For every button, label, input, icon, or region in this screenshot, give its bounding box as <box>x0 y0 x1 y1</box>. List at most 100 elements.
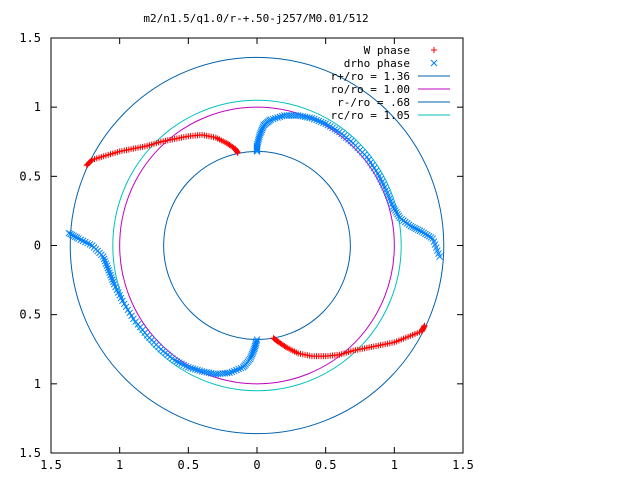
chart-title: m2/n1.5/q1.0/r-+.50-j257/M0.01/512 <box>143 12 368 25</box>
drho-phase-point <box>173 358 181 365</box>
drho-phase-point <box>120 300 128 308</box>
circle-ro/ro = 1.00 <box>119 106 395 385</box>
drho-phase-point <box>310 115 318 123</box>
drho-phase-point <box>119 297 126 305</box>
drho-phase-point <box>324 121 332 129</box>
circle-r+/ro = 1.36 <box>69 56 445 435</box>
drho-phase-point <box>187 364 194 372</box>
drho-phase-point <box>124 306 132 314</box>
y-tick-label: 1.5 <box>19 31 41 45</box>
drho-phase-point <box>276 113 284 121</box>
drho-phase-point <box>226 369 233 377</box>
y-tick-label: 0.5 <box>19 308 41 322</box>
drho-phase-point <box>315 117 323 125</box>
drho-phase-point <box>237 364 245 372</box>
legend-label: r+/ro = 1.36 <box>331 70 410 83</box>
reference-circles <box>69 56 445 435</box>
drho-phase-point <box>435 250 442 257</box>
drho-phase-point <box>320 119 327 127</box>
drho-phase-point <box>369 161 376 169</box>
drho-phase-point <box>108 276 116 283</box>
drho-phase-point <box>223 369 231 377</box>
drho-phase-point <box>271 114 279 122</box>
drho-phase-point <box>386 195 393 202</box>
x-tick-label: 0.5 <box>315 458 337 472</box>
drho-phase-point <box>105 267 113 274</box>
drho-phase-point <box>113 286 121 294</box>
drho-phase-point <box>100 255 108 263</box>
drho-phase-point <box>269 115 277 123</box>
drho-phase-point <box>75 235 82 242</box>
drho-phase-point <box>431 241 439 248</box>
circle-r-/ro = .68 <box>163 150 351 341</box>
x-tick-label: 1.5 <box>452 458 474 472</box>
drho-phase-point <box>191 365 199 373</box>
drho-phase-point <box>429 235 437 242</box>
drho-phase-point <box>306 114 313 122</box>
drho-phase-point <box>110 280 118 288</box>
drho-phase-point <box>331 125 339 133</box>
drho-phase-point <box>107 271 114 279</box>
drho-phase-point <box>184 363 192 371</box>
drho-phase-point <box>412 225 420 233</box>
x-tick-label: 0 <box>253 458 260 472</box>
drho-phase-point <box>385 192 392 200</box>
circle-rc/ro = 1.05 <box>112 99 402 392</box>
drho-phase-point <box>253 337 260 345</box>
drho-phase-point <box>217 370 224 378</box>
drho-phase-point <box>106 269 113 277</box>
drho-phase-point <box>407 222 415 230</box>
drho-phase-point <box>175 359 183 366</box>
y-tick-label: 0.5 <box>19 169 41 183</box>
drho-phase-point <box>313 116 320 124</box>
drho-phase-point <box>253 145 261 153</box>
drho-phase-point <box>308 114 316 122</box>
drho-phase-point <box>112 283 119 291</box>
drho-phase-point <box>432 244 440 251</box>
drho-phase-point <box>182 362 190 370</box>
drho-phase-point <box>178 360 185 368</box>
drho-phase-point <box>212 370 220 378</box>
drho-phase-point <box>194 366 201 374</box>
drho-phase-point <box>219 370 227 377</box>
drho-phase-point <box>430 59 438 67</box>
drho-phase-point <box>378 178 386 186</box>
drho-phase-point <box>86 240 94 248</box>
drho-phase-point <box>109 278 117 286</box>
drho-phase-point <box>381 184 389 191</box>
x-tick-label: 1.5 <box>40 458 62 472</box>
drho-phase-point <box>228 368 236 376</box>
drho-phase-point <box>79 237 87 245</box>
drho-phase-point <box>416 227 424 235</box>
drho-phase-point <box>108 273 115 281</box>
drho-phase-point <box>171 356 178 364</box>
legend-label: r-/ro = .68 <box>337 96 410 109</box>
drho-phase-point <box>434 247 441 254</box>
drho-phase-point <box>126 309 134 317</box>
legend-label: ro/ro = 1.00 <box>331 83 410 96</box>
drho-phase-point <box>387 197 395 205</box>
drho-phase-point <box>103 262 111 270</box>
legend-label: drho phase <box>344 57 410 70</box>
x-tick-label: 0.5 <box>177 458 199 472</box>
drho-phase-point <box>430 238 438 245</box>
x-tick-label: 1 <box>116 458 123 472</box>
drho-phase-point <box>383 189 391 197</box>
drho-phase-point <box>253 336 261 343</box>
drho-phase-point <box>278 112 286 120</box>
drho-phase-point <box>367 159 374 166</box>
axes: 1.5 1 0.5 0 0.5 1 1.51.510.500.511.5 <box>19 31 474 472</box>
drho-phase-point <box>274 114 281 121</box>
drho-phase-point <box>117 294 125 302</box>
drho-phase-point <box>375 172 383 180</box>
x-tick-label: 1 <box>391 458 398 472</box>
y-tick-label: 1 <box>34 100 41 114</box>
drho-phase-point <box>122 303 130 311</box>
drho-phase-point <box>363 153 371 161</box>
drho-phase-point <box>77 236 85 244</box>
drho-phase-point <box>235 365 243 373</box>
y-tick-label: 1 <box>34 377 41 391</box>
data-points <box>65 112 444 378</box>
y-tick-label: 0 <box>34 239 41 253</box>
